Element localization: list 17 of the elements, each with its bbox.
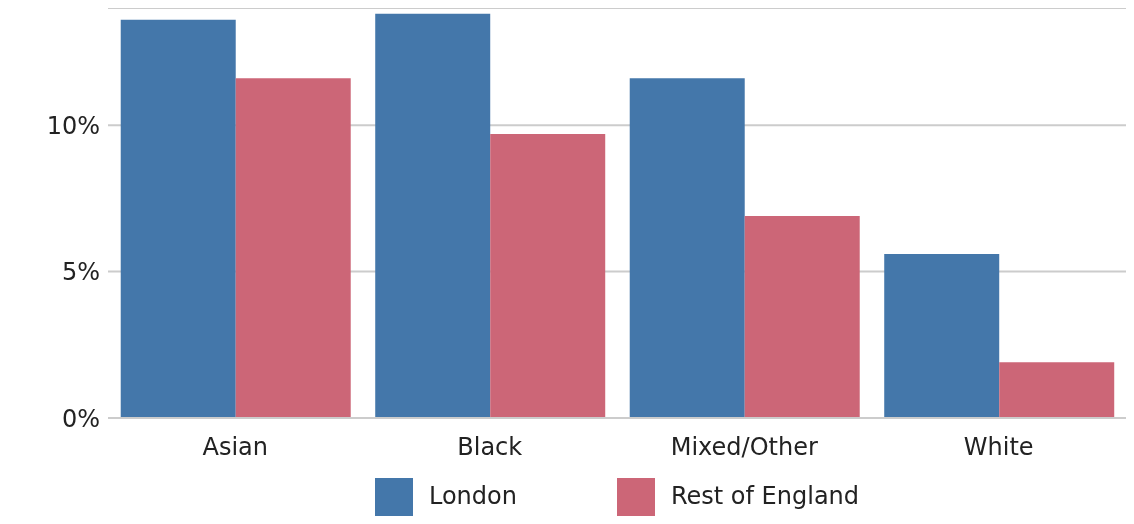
y-tick-label: 5% <box>61 258 100 287</box>
x-tick-label: Black <box>457 433 523 462</box>
bar <box>375 13 491 418</box>
bar <box>884 254 1000 418</box>
legend-label: Rest of England <box>670 482 860 510</box>
bar <box>999 362 1115 418</box>
bar <box>120 19 236 418</box>
y-tick-label: 0% <box>61 404 100 433</box>
bar <box>490 133 606 418</box>
bar <box>235 78 351 418</box>
bar <box>629 78 745 418</box>
x-tick-label: Asian <box>202 433 269 462</box>
x-tick-label: White <box>963 433 1034 462</box>
x-tick-label: Mixed/Other <box>670 433 818 462</box>
legend-label: London <box>428 482 517 510</box>
bar <box>744 215 860 418</box>
y-tick-label: 10% <box>46 111 100 140</box>
